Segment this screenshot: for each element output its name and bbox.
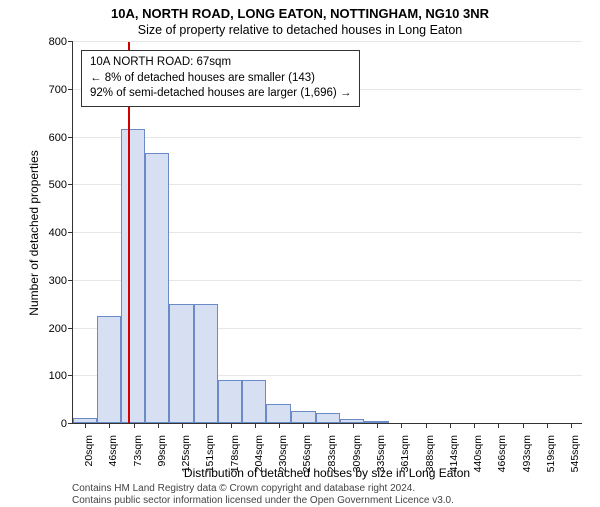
xtick-mark — [85, 423, 86, 428]
ytick-mark — [68, 328, 73, 329]
annotation-line-3: 92% of semi-detached houses are larger (… — [90, 86, 351, 102]
footnote-line-2: Contains public sector information licen… — [72, 494, 454, 507]
ytick-mark — [68, 280, 73, 281]
histogram-bar — [97, 316, 121, 423]
xtick-mark — [377, 423, 378, 428]
xtick-mark — [498, 423, 499, 428]
ytick-label: 100 — [49, 370, 67, 382]
histogram-bar — [145, 153, 169, 423]
ytick-label: 300 — [49, 275, 67, 287]
xtick-mark — [353, 423, 354, 428]
histogram-bar — [266, 404, 291, 423]
plot-area: 010020030040050060070080020sqm46sqm73sqm… — [72, 42, 582, 424]
xtick-mark — [158, 423, 159, 428]
histogram-bar — [242, 380, 266, 423]
ytick-mark — [68, 137, 73, 138]
xtick-mark — [279, 423, 280, 428]
ytick-label: 700 — [49, 84, 67, 96]
ytick-mark — [68, 184, 73, 185]
annotation-line-2: ← 8% of detached houses are smaller (143… — [90, 71, 351, 87]
xtick-mark — [474, 423, 475, 428]
x-axis-label: Distribution of detached houses by size … — [72, 466, 582, 480]
xtick-mark — [523, 423, 524, 428]
xtick-mark — [206, 423, 207, 428]
ytick-label: 0 — [61, 418, 67, 430]
xtick-mark — [255, 423, 256, 428]
gridline — [73, 41, 582, 42]
histogram-bar — [218, 380, 242, 423]
chart-subtitle: Size of property relative to detached ho… — [0, 21, 600, 37]
xtick-mark — [426, 423, 427, 428]
chart-container: 10A, NORTH ROAD, LONG EATON, NOTTINGHAM,… — [0, 0, 600, 500]
ytick-mark — [68, 375, 73, 376]
ytick-label: 500 — [49, 179, 67, 191]
xtick-label: 73sqm — [132, 435, 144, 467]
xtick-label: 46sqm — [107, 435, 119, 467]
ytick-mark — [68, 232, 73, 233]
histogram-bar — [291, 411, 315, 423]
histogram-bar — [194, 304, 218, 423]
xtick-mark — [109, 423, 110, 428]
histogram-bar — [121, 129, 145, 423]
ytick-mark — [68, 41, 73, 42]
ytick-label: 400 — [49, 227, 67, 239]
xtick-mark — [303, 423, 304, 428]
annotation-line-1: 10A NORTH ROAD: 67sqm — [90, 55, 351, 71]
annotation-box: 10A NORTH ROAD: 67sqm ← 8% of detached h… — [81, 50, 360, 107]
gridline — [73, 137, 582, 138]
xtick-mark — [547, 423, 548, 428]
xtick-label: 20sqm — [83, 435, 95, 467]
xtick-label: 99sqm — [156, 435, 168, 467]
chart-title: 10A, NORTH ROAD, LONG EATON, NOTTINGHAM,… — [0, 0, 600, 21]
ytick-label: 200 — [49, 323, 67, 335]
ytick-label: 800 — [49, 36, 67, 48]
xtick-mark — [134, 423, 135, 428]
xtick-mark — [182, 423, 183, 428]
xtick-mark — [401, 423, 402, 428]
ytick-label: 600 — [49, 132, 67, 144]
ytick-mark — [68, 89, 73, 90]
xtick-mark — [450, 423, 451, 428]
xtick-mark — [571, 423, 572, 428]
xtick-mark — [231, 423, 232, 428]
xtick-mark — [328, 423, 329, 428]
histogram-bar — [316, 413, 340, 423]
y-axis-label: Number of detached properties — [27, 133, 41, 333]
histogram-bar — [169, 304, 194, 423]
ytick-mark — [68, 423, 73, 424]
